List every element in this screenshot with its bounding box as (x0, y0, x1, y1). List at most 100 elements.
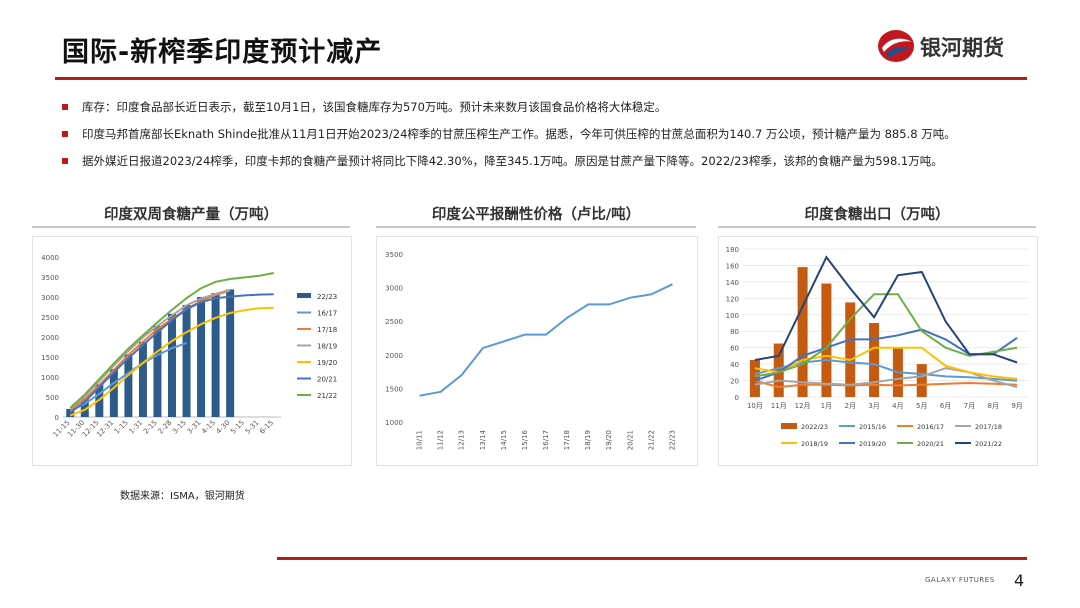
x-tick-label: 9月 (1011, 402, 1022, 410)
x-tick-label: 10月 (747, 402, 763, 410)
sugar-production-chart-svg: 0500100015002000250030003500400011-1511-… (41, 254, 337, 439)
chart-title-sugar-export: 印度食糖出口（万吨） (804, 207, 950, 223)
bar (109, 369, 118, 417)
y-tick-label: 80 (730, 328, 739, 336)
legend-swatch (297, 293, 311, 298)
y-tick-label: 140 (726, 279, 739, 287)
footer-bar (277, 557, 1027, 560)
y-tick-label: 160 (726, 262, 739, 270)
series-line (69, 272, 274, 409)
bullet-item: 据外媒近日报道2023/24榨季，印度卡邦的食糖产量预计将同比下降42.30%，… (62, 154, 1052, 181)
legend-label: 2022/23 (801, 423, 828, 431)
x-tick-label: 18/19 (584, 430, 592, 450)
series-line (419, 283, 673, 397)
x-tick-label: 19/20 (605, 430, 613, 450)
x-tick-label: 2月 (845, 402, 856, 410)
y-tick-label: 3000 (41, 294, 59, 302)
company-logo: 银河期货 (876, 28, 1036, 64)
x-tick-label: 4月 (892, 402, 903, 410)
bullet-item: 印度马邦首席部长Eknath Shinde批准从11月1日开始2023/24榨季… (62, 127, 1052, 154)
legend-label: 17/18 (317, 326, 337, 334)
chart-sugar-production: 0 500 1000 1500 2000 2500 3000 3500 4000 11-15 11-… (32, 236, 352, 466)
page-title: 国际-新榨季印度预计减产 (62, 37, 383, 68)
x-tick-label: 4-15 (200, 419, 217, 436)
y-tick-label: 3000 (385, 285, 403, 293)
series-line (754, 293, 1018, 378)
x-tick-label: 17/18 (563, 430, 571, 450)
chart-title-underline (32, 226, 350, 228)
series-line (754, 358, 1018, 382)
series-line (69, 288, 231, 409)
x-tick-label: 4-30 (215, 419, 232, 436)
bar (138, 341, 147, 417)
x-tick-label: 1-31 (127, 419, 144, 436)
chart-title-frp-price: 印度公平报酬性价格（卢比/吨） (431, 207, 641, 223)
x-tick-label: 21/22 (647, 430, 655, 450)
chart-title-underline (718, 226, 1036, 228)
x-tick-label: 5月 (916, 402, 927, 410)
y-tick-label: 3500 (385, 251, 403, 259)
title-underline (55, 77, 1027, 80)
x-tick-label: 3-31 (186, 419, 203, 436)
legend-label: 18/19 (317, 343, 337, 351)
legend-label: 2017/18 (975, 423, 1002, 431)
x-tick-label: 11/12 (437, 430, 445, 450)
y-tick-label: 0 (735, 394, 739, 402)
y-tick-label: 500 (46, 394, 59, 402)
bullet-list: 库存：印度食品部长近日表示，截至10月1日，该国食糖库存为570万吨。预计未来数… (62, 100, 1052, 181)
frp-price-chart-svg: 1000 1500 2000 2500 3000 3500 10/11 11/12 12/13 1… (385, 251, 676, 450)
chart-sugar-export: 0 20 40 60 80 100 120 140 160 180 10月 11月 12月 1月 2月 3月 4… (718, 236, 1038, 466)
bullet-square-icon (62, 158, 68, 164)
bar (845, 302, 856, 397)
legend-label: 16/17 (317, 310, 337, 318)
y-tick-label: 100 (726, 312, 739, 320)
x-tick-label: 6-15 (258, 419, 275, 436)
y-tick-label: 60 (730, 345, 739, 353)
y-tick-label: 1000 (385, 419, 403, 427)
x-tick-label: 5-31 (244, 419, 261, 436)
sugar-export-chart-svg: 0 20 40 60 80 100 120 140 160 180 10月 11月 12月 1月 2月 3月 4… (726, 246, 1029, 448)
series-line (69, 306, 274, 417)
bar (124, 354, 133, 417)
legend-label: 2021/22 (975, 440, 1002, 448)
x-tick-label: 2-28 (157, 419, 174, 436)
series-line (69, 342, 187, 412)
chart-frp-price: 1000 1500 2000 2500 3000 3500 10/11 11/12 12/13 1… (376, 236, 698, 466)
x-tick-label: 1月 (821, 402, 832, 410)
legend-label: 2019/20 (859, 440, 886, 448)
y-tick-label: 2000 (385, 352, 403, 360)
y-tick-label: 2500 (41, 314, 59, 322)
x-tick-label: 14/15 (500, 430, 508, 450)
bar (226, 289, 235, 417)
bullet-text: 据外媒近日报道2023/24榨季，印度卡邦的食糖产量预计将同比下降42.30%，… (82, 154, 943, 168)
legend-label: 2020/21 (917, 440, 944, 448)
y-tick-label: 40 (730, 361, 739, 369)
x-tick-label: 15/16 (521, 429, 529, 450)
series-line (69, 293, 274, 414)
series-line (69, 289, 231, 411)
footer-brand: GALAXY FUTURES (925, 576, 995, 584)
y-tick-label: 1500 (385, 385, 403, 393)
legend-label: 22/23 (317, 293, 337, 301)
x-tick-label: 7月 (964, 402, 975, 410)
bar (916, 364, 927, 397)
y-tick-label: 3500 (41, 274, 59, 282)
bullet-text: 库存：印度食品部长近日表示，截至10月1日，该国食糖库存为570万吨。预计未来数… (82, 100, 667, 114)
x-tick-label: 3月 (868, 402, 879, 410)
y-tick-label: 20 (730, 378, 739, 386)
bar (80, 398, 89, 417)
x-tick-label: 13/14 (479, 429, 487, 450)
legend-swatch (781, 423, 797, 429)
bullet-square-icon (62, 104, 68, 110)
bar (869, 323, 880, 397)
y-tick-label: 180 (726, 246, 739, 254)
x-tick-label: 2-15 (142, 419, 159, 436)
series-line (754, 346, 1018, 380)
y-tick-label: 2500 (385, 318, 403, 326)
y-tick-label: 4000 (41, 254, 59, 262)
x-tick-label: 10/11 (416, 430, 424, 450)
x-tick-label: 6月 (940, 402, 951, 410)
y-tick-label: 1500 (41, 354, 59, 362)
x-tick-label: 8月 (988, 402, 999, 410)
series-line (754, 255, 1018, 364)
